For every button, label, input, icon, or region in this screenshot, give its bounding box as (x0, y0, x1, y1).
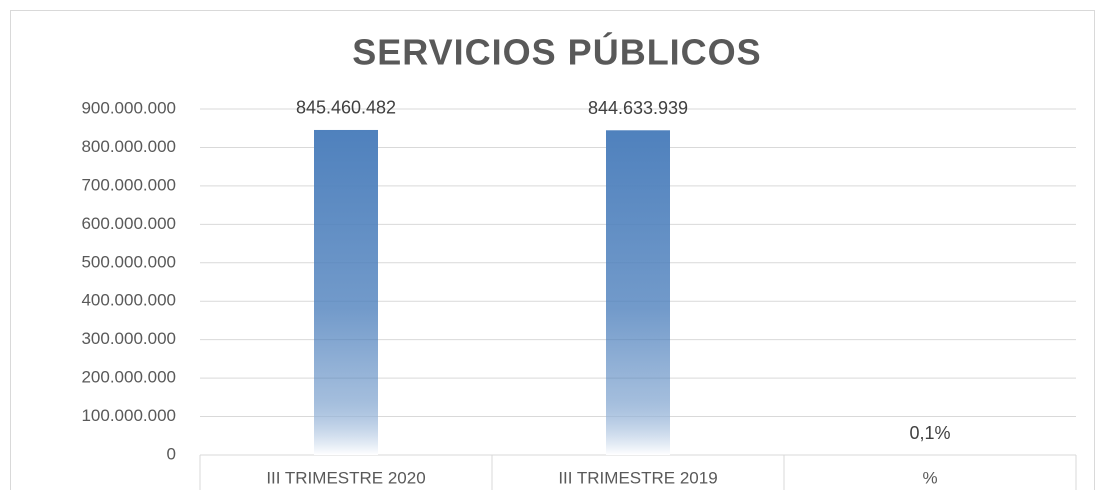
y-tick-label: 0 (167, 444, 176, 463)
bar (606, 130, 670, 456)
bar (314, 129, 378, 455)
y-tick-label: 100.000.000 (81, 406, 176, 425)
data-label: 845.460.482 (296, 98, 396, 118)
y-tick-label: 600.000.000 (81, 214, 176, 233)
y-tick-label: 900.000.000 (81, 98, 176, 117)
x-tick-label: III TRIMESTRE 2020 (266, 468, 425, 487)
y-tick-label: 800.000.000 (81, 137, 176, 156)
y-tick-label: 700.000.000 (81, 175, 176, 194)
y-tick-label: 200.000.000 (81, 368, 176, 387)
x-tick-label: % (922, 468, 937, 487)
data-label: 0,1% (909, 423, 950, 443)
y-tick-label: 400.000.000 (81, 291, 176, 310)
x-tick-label: III TRIMESTRE 2019 (558, 468, 717, 487)
y-tick-label: 500.000.000 (81, 252, 176, 271)
chart-title: SERVICIOS PÚBLICOS (352, 31, 761, 73)
data-label: 844.633.939 (588, 98, 688, 118)
y-tick-label: 300.000.000 (81, 329, 176, 348)
chart-frame (10, 10, 1095, 490)
